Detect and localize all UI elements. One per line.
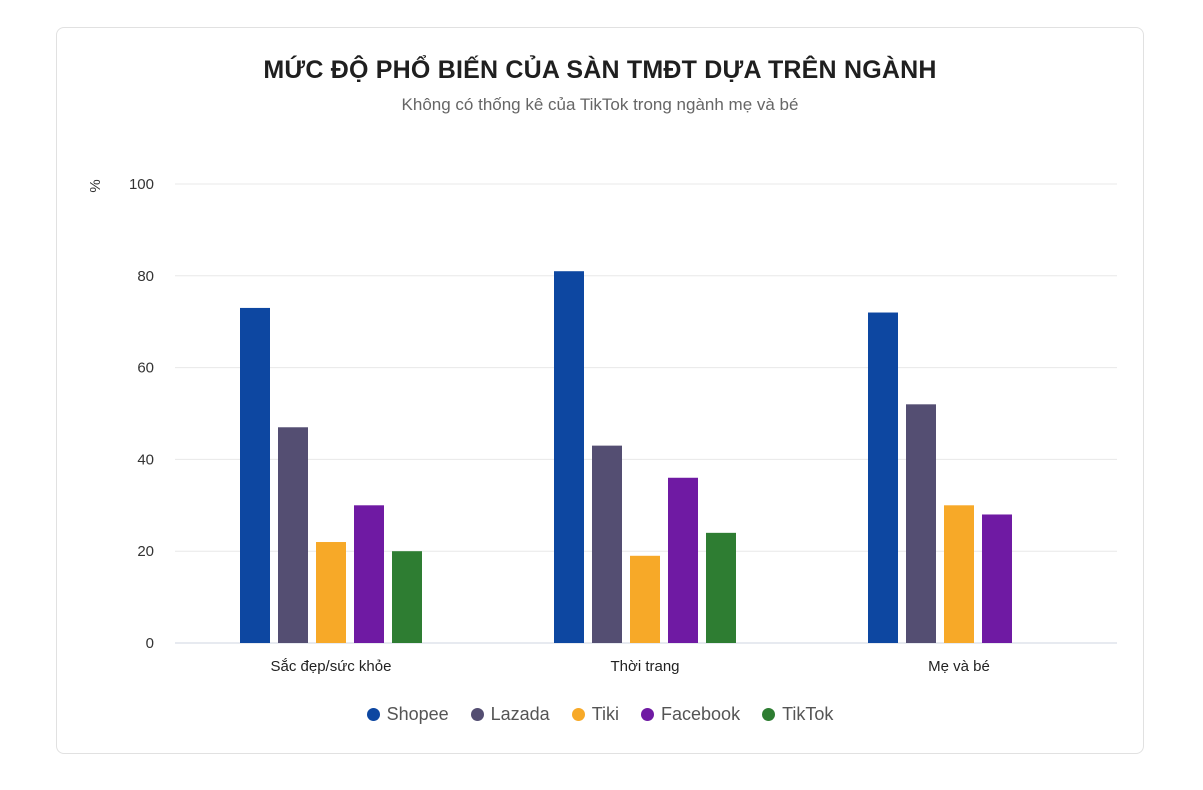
bar-shopee [240,307,270,643]
legend-label: Lazada [490,704,550,724]
legend-item-lazada[interactable]: Lazada [470,704,550,725]
legend-dot-icon [366,708,380,721]
legend-label: Tiki [591,704,620,724]
bar-tiki [944,505,974,643]
x-category-label: Mẹ và bé [928,658,990,675]
y-tick-label: 40 [137,451,154,468]
y-tick-label: 20 [137,543,154,560]
bar-lazada [278,427,308,643]
y-tick-label: 80 [137,268,154,285]
legend-dot-icon [571,708,585,721]
y-tick-label: 100 [129,176,154,193]
bar-lazada [906,404,936,643]
legend-label: Facebook [661,704,741,724]
bar-shopee [554,271,584,643]
y-axis-label: % [87,179,104,192]
legend-dot-icon [641,708,655,721]
legend-item-shopee[interactable]: Shopee [366,704,449,725]
legend-item-facebook[interactable]: Facebook [641,704,740,725]
legend-item-tiktok[interactable]: TikTok [762,704,833,725]
y-tick-label: 0 [146,635,154,652]
legend-dot-icon [470,708,484,721]
legend-label: Shopee [386,704,449,724]
bar-shopee [868,312,898,643]
y-tick-label: 60 [137,360,154,377]
bar-tiktok [392,551,422,643]
legend-dot-icon [762,708,776,721]
legend-item-tiki[interactable]: Tiki [571,704,620,725]
x-category-label: Sắc đẹp/sức khỏe [271,658,392,675]
x-category-label: Thời trang [610,658,679,675]
bar-tiktok [706,532,736,643]
bar-lazada [592,445,622,643]
bar-facebook [354,505,384,643]
bar-tiki [630,555,660,643]
chart-subtitle: Không có thống kê của TikTok trong ngành… [401,95,799,114]
legend-label: TikTok [782,704,834,724]
chart-legend: Shopee Lazada Tiki Facebook TikTok [57,704,1143,725]
bar-facebook [668,477,698,643]
bar-facebook [982,514,1012,643]
bar-tiki [316,542,346,643]
chart-title: MỨC ĐỘ PHỔ BIẾN CỦA SÀN TMĐT DỰA TRÊN NG… [263,56,937,84]
